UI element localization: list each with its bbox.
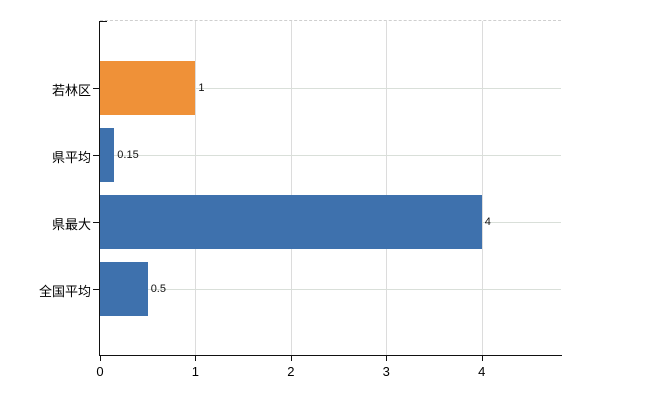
x-axis-tick	[195, 356, 197, 361]
bar-value-label: 4	[484, 215, 491, 228]
gridline-vertical	[386, 21, 388, 355]
bar-value-label: 0.15	[117, 149, 139, 162]
category-label-県平均: 県平均	[51, 150, 91, 166]
category-label-若林区: 若林区	[51, 83, 91, 99]
x-axis-tick	[290, 356, 292, 361]
gridline-vertical	[481, 21, 483, 355]
y-axis-tick	[93, 88, 99, 90]
y-axis-tick	[93, 221, 99, 223]
y-axis-line	[99, 21, 100, 355]
bar-全国平均	[100, 261, 148, 316]
x-tick-label: 4	[478, 364, 486, 379]
x-axis-tick	[100, 356, 101, 361]
gridline-horizontal	[100, 288, 561, 290]
x-axis-line	[99, 355, 562, 356]
category-label-全国平均: 全国平均	[38, 283, 91, 299]
x-axis-tick	[386, 356, 388, 361]
category-label-県最大: 県最大	[51, 216, 91, 232]
gridline-horizontal	[100, 155, 561, 157]
gridline-vertical	[195, 21, 197, 355]
x-tick-label: 2	[287, 364, 295, 379]
bar-若林区	[100, 61, 196, 116]
bar-県最大	[100, 194, 482, 249]
x-tick-label: 0	[96, 364, 104, 379]
gridline-vertical	[290, 21, 292, 355]
bar-県平均	[100, 128, 115, 183]
x-tick-label: 1	[191, 364, 199, 379]
x-tick-label: 3	[382, 364, 390, 379]
bar-value-label: 0.5	[150, 282, 166, 295]
y-axis-tick	[93, 155, 99, 157]
plot-area: 1 0.15 4 0.5 若林区県平均県最大全国平均 0 1 2 3 4	[39, 20, 562, 379]
x-axis-tick	[481, 356, 483, 361]
bar-value-label: 1	[198, 82, 205, 95]
gridline-horizontal	[100, 88, 561, 90]
y-axis-tick	[93, 288, 99, 290]
y-axis-top-cap	[99, 21, 107, 22]
